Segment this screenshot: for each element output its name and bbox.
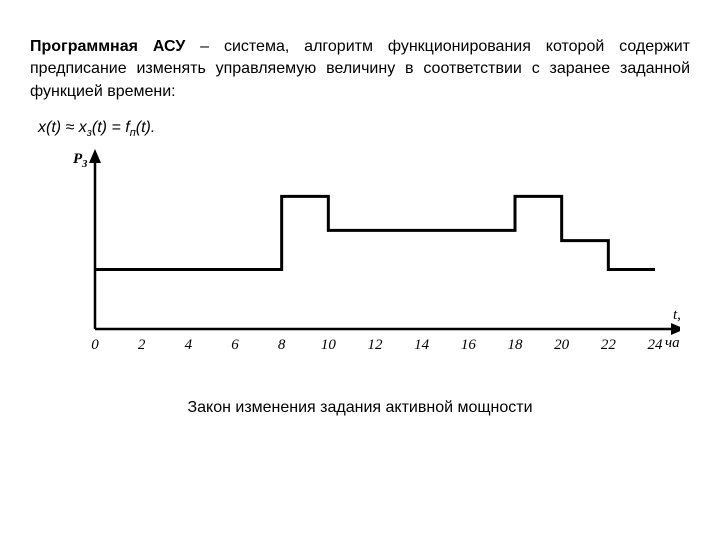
- svg-text:t,: t,: [673, 307, 680, 323]
- term: Программная АСУ: [30, 38, 185, 55]
- step-chart: РЗt,час024681012141618202224: [40, 149, 680, 379]
- svg-text:8: 8: [278, 337, 286, 353]
- chart-container: РЗt,час024681012141618202224: [40, 149, 680, 379]
- formula: x(t) ≈ xз(t) = fп(t).: [38, 119, 690, 139]
- formula-rhs: (t).: [136, 119, 156, 136]
- svg-text:6: 6: [231, 337, 239, 353]
- svg-text:20: 20: [554, 337, 570, 353]
- svg-text:10: 10: [321, 337, 337, 353]
- svg-text:РЗ: РЗ: [73, 151, 88, 170]
- svg-text:4: 4: [185, 337, 193, 353]
- svg-text:24: 24: [648, 337, 664, 353]
- svg-text:16: 16: [461, 337, 477, 353]
- formula-lhs: x(t) ≈ x: [38, 119, 87, 136]
- svg-text:час: час: [665, 335, 680, 351]
- svg-text:22: 22: [601, 337, 617, 353]
- formula-mid: (t) = f: [92, 119, 130, 136]
- definition-paragraph: Программная АСУ – система, алгоритм функ…: [30, 36, 690, 103]
- svg-text:14: 14: [414, 337, 430, 353]
- svg-text:2: 2: [138, 337, 146, 353]
- svg-text:12: 12: [368, 337, 384, 353]
- svg-text:18: 18: [508, 337, 524, 353]
- chart-caption: Закон изменения задания активной мощност…: [30, 399, 690, 417]
- svg-text:0: 0: [91, 337, 99, 353]
